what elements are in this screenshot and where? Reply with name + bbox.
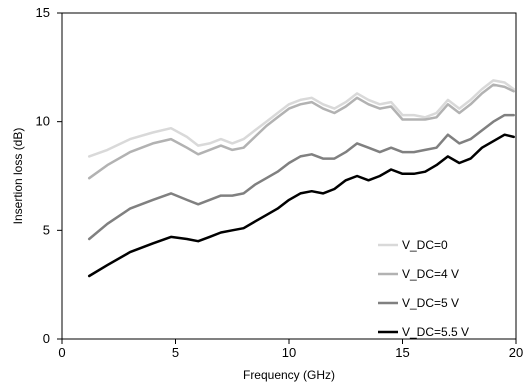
legend: V_DC=0 V_DC=4 V V_DC=5 V V_DC=5.5 V (378, 238, 469, 339)
series-lines (87, 79, 515, 278)
series-line-4 (87, 133, 515, 278)
x-axis-label: Frequency (GHz) (243, 368, 335, 382)
y-tick-label: 5 (43, 222, 50, 237)
legend-label-1: V_DC=0 (402, 238, 448, 252)
y-axis-label: Insertion loss (dB) (11, 128, 25, 225)
x-tick-label: 5 (172, 345, 179, 360)
x-tick-label: 15 (395, 345, 409, 360)
plot-area (61, 12, 517, 340)
legend-label-3: V_DC=5 V (402, 296, 459, 310)
legend-label-2: V_DC=4 V (402, 267, 459, 281)
x-tick-label: 10 (282, 345, 296, 360)
x-tick-label: 20 (509, 345, 523, 360)
y-tick-label: 0 (43, 331, 50, 346)
y-tick-label: 10 (36, 114, 50, 129)
y-tick-label: 15 (36, 5, 50, 20)
legend-label-4: V_DC=5.5 V (402, 325, 469, 339)
x-tick-label: 0 (58, 345, 65, 360)
axis-ticks: 0 5 10 15 20 0 5 10 15 (36, 5, 524, 360)
series-line-3 (87, 113, 515, 241)
plot-frame (61, 12, 517, 340)
series-line-2 (87, 83, 515, 180)
series-line-1 (87, 79, 515, 158)
